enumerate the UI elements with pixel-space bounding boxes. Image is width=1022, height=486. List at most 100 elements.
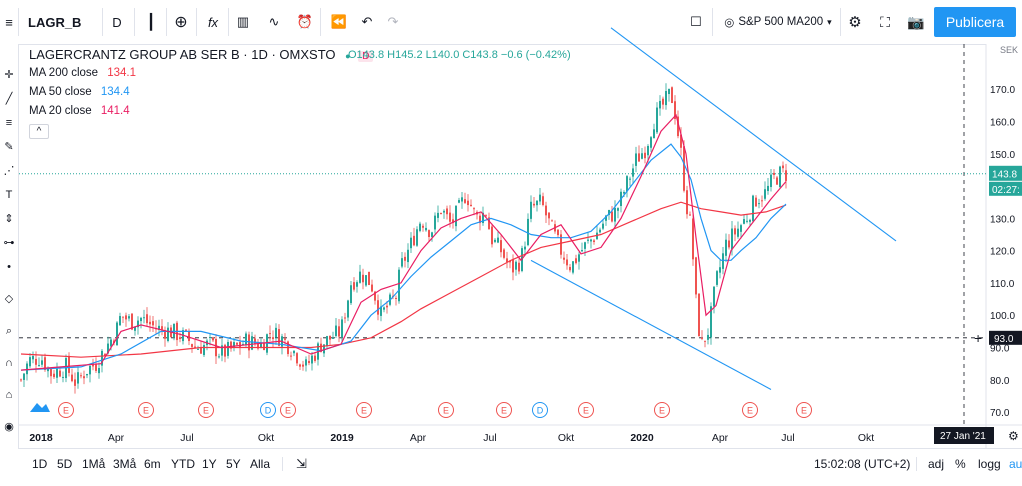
crosshair-plus-icon[interactable]: +: [974, 330, 982, 346]
clock-alarm-icon[interactable]: ⏰: [296, 14, 314, 29]
earnings-marker[interactable]: [280, 402, 296, 418]
candle-body: [185, 329, 187, 331]
range-5y[interactable]: 5Y: [226, 457, 241, 471]
range-1d[interactable]: 1D: [32, 457, 48, 471]
candle-body: [419, 223, 421, 231]
ma50-legend[interactable]: MA 50 close 134.4: [29, 86, 130, 98]
symbol-search[interactable]: LAGR_B: [28, 0, 98, 44]
divider: [166, 8, 167, 36]
ma200-line: [20, 201, 787, 358]
adj-toggle[interactable]: adj: [928, 457, 945, 471]
camera-icon[interactable]: 📷: [907, 13, 925, 30]
percent-toggle[interactable]: %: [955, 457, 966, 471]
candle-body: [623, 192, 625, 194]
publish-button[interactable]: Publicera: [934, 7, 1016, 37]
text-icon[interactable]: T: [5, 189, 13, 201]
earnings-marker[interactable]: [796, 402, 812, 418]
divider: [102, 8, 103, 36]
tradingview-logo-icon[interactable]: [30, 403, 50, 412]
ma20-legend[interactable]: MA 20 close 141.4: [29, 105, 130, 117]
interval-button[interactable]: D: [106, 0, 128, 44]
range-1m[interactable]: 1Må: [82, 457, 106, 471]
alert-icon[interactable]: ∿: [268, 14, 280, 29]
menu-icon[interactable]: ≡: [5, 14, 13, 30]
candle-body: [107, 343, 109, 354]
candle-body: [596, 232, 598, 240]
magnet-icon[interactable]: ∩: [5, 357, 13, 369]
brush-icon[interactable]: ✎: [4, 141, 14, 153]
ma200-legend[interactable]: MA 200 close 134.1: [29, 67, 136, 79]
candle-body: [530, 201, 532, 219]
candle-body: [347, 300, 349, 318]
dot-icon[interactable]: •: [7, 261, 11, 273]
pattern-icon[interactable]: ⋰: [3, 165, 15, 177]
earnings-marker[interactable]: [356, 402, 372, 418]
cursor-icon[interactable]: ✛: [4, 69, 14, 81]
range-all[interactable]: Alla: [250, 457, 271, 471]
earnings-marker[interactable]: [742, 402, 758, 418]
goto-date-icon[interactable]: ⇲: [296, 456, 307, 471]
candle-body: [341, 319, 343, 338]
candle-body: [644, 152, 646, 159]
range-1y[interactable]: 1Y: [202, 457, 217, 471]
trendline-2[interactable]: [530, 259, 772, 390]
compare-add-icon[interactable]: ⊕: [174, 14, 188, 31]
layout-square-icon[interactable]: ☐: [690, 14, 702, 29]
indicators-icon[interactable]: fx: [207, 14, 219, 30]
ruler-icon[interactable]: ⇕: [4, 213, 14, 225]
range-ytd[interactable]: YTD: [171, 457, 195, 471]
earnings-marker[interactable]: [58, 402, 74, 418]
auto-toggle[interactable]: au: [1009, 457, 1022, 471]
price-chart[interactable]: SEK170.0160.0150.0140.0130.0120.0110.010…: [0, 0, 1022, 448]
candle-body: [653, 129, 655, 139]
candle-body: [284, 338, 286, 340]
axis-settings-gear-icon[interactable]: ⚙: [1008, 429, 1019, 443]
eye-icon[interactable]: ◉: [4, 421, 14, 433]
earnings-marker[interactable]: [138, 402, 154, 418]
candle-body: [527, 218, 529, 246]
dividend-marker[interactable]: [532, 402, 548, 418]
zoom-icon[interactable]: ⌕: [5, 325, 13, 337]
candle-body: [110, 339, 112, 347]
candle-body: [416, 229, 418, 246]
candle-body: [662, 98, 664, 105]
log-toggle[interactable]: logg: [978, 457, 1001, 471]
trendline-icon[interactable]: ╱: [5, 93, 13, 105]
legend-collapse-button[interactable]: ^: [29, 124, 49, 139]
redo-icon[interactable]: ↷: [387, 14, 399, 29]
compare-dropdown[interactable]: ◎ S&P 500 MA200 ▾: [718, 0, 838, 44]
earnings-marker[interactable]: [496, 402, 512, 418]
candle-body: [770, 174, 772, 188]
divider: [916, 457, 917, 471]
earnings-marker[interactable]: [198, 402, 214, 418]
candles-icon[interactable]: ┃: [146, 14, 156, 31]
range-6m[interactable]: 6m: [144, 457, 161, 471]
earnings-marker[interactable]: [654, 402, 670, 418]
clock-timezone[interactable]: 15:02:08 (UTC+2): [814, 457, 911, 471]
candle-body: [599, 229, 601, 233]
range-3m[interactable]: 3Må: [113, 457, 137, 471]
replay-icon[interactable]: ⏪: [330, 14, 348, 29]
lock-icon[interactable]: ⌂: [5, 389, 13, 401]
trendline-1[interactable]: [610, 27, 897, 242]
range-5d[interactable]: 5D: [57, 457, 73, 471]
candle-body: [656, 107, 658, 133]
undo-icon[interactable]: ↶: [361, 14, 373, 29]
x-tick-label: Apr: [108, 432, 125, 444]
candle-body: [32, 356, 34, 360]
candle-body: [731, 228, 733, 250]
fib-icon[interactable]: ≡: [5, 117, 13, 129]
earnings-marker[interactable]: [578, 402, 594, 418]
fullscreen-icon[interactable]: ⛶: [880, 13, 890, 30]
templates-icon[interactable]: ▥: [236, 14, 250, 29]
currency-label: SEK: [1000, 45, 1018, 55]
eraser-icon[interactable]: ◇: [4, 293, 14, 305]
ma20-label: MA 20 close: [29, 105, 92, 117]
settings-gear-icon[interactable]: ⚙: [848, 14, 862, 31]
position-icon[interactable]: ⊶: [3, 237, 15, 249]
dividend-marker[interactable]: [260, 402, 276, 418]
divider: [320, 8, 321, 36]
candle-body: [323, 344, 325, 354]
earnings-marker[interactable]: [438, 402, 454, 418]
price-axis[interactable]: [986, 44, 1022, 448]
